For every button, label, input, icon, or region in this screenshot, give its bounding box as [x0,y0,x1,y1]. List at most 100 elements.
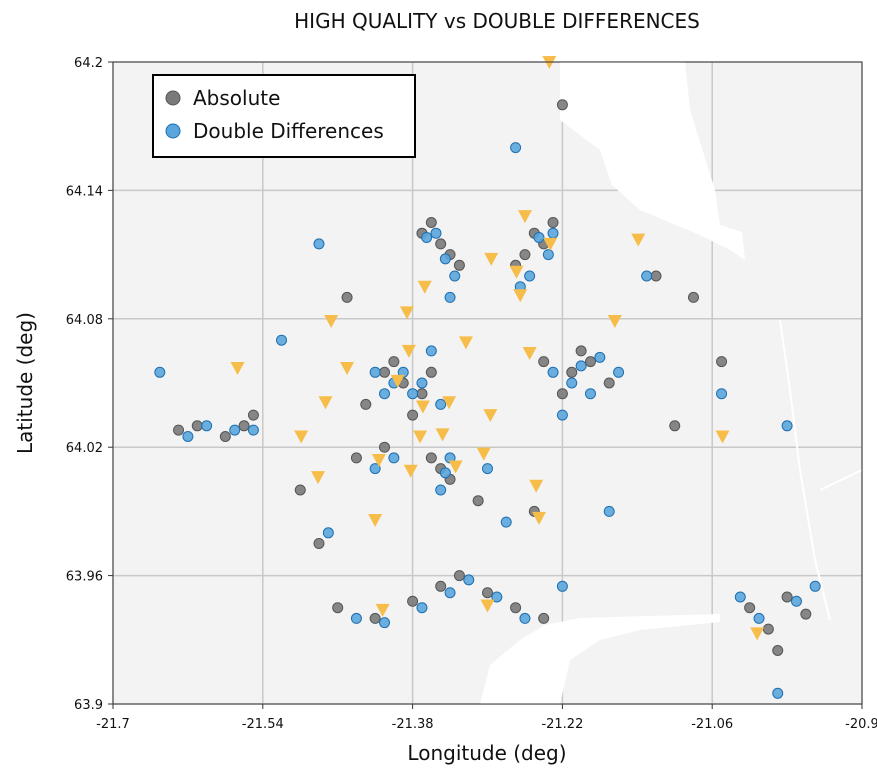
station [401,344,416,358]
point [594,351,606,363]
point [800,608,812,620]
point [350,612,362,624]
point [407,595,419,607]
point [566,377,578,389]
point [322,527,334,539]
point [444,587,456,599]
point [247,409,259,421]
point [182,431,194,442]
point [435,580,447,592]
point [229,424,241,436]
point [219,431,231,442]
y-tick-label: 64.2 [74,56,103,71]
point [781,591,793,603]
point [613,366,625,378]
point [556,409,568,421]
point [453,259,465,271]
station [417,280,432,294]
point [491,591,503,603]
point [510,142,522,154]
station [442,396,457,410]
point [388,356,400,368]
point [449,270,461,282]
coast-land [480,614,720,704]
point [566,366,578,378]
point [575,360,587,372]
plot-frame [112,61,863,705]
point [547,366,559,378]
point [421,231,433,243]
point [753,612,765,624]
station [483,409,498,423]
point [762,623,774,635]
legend-label: Double Differences [193,119,384,143]
station [324,314,339,328]
legend-marker [165,123,181,139]
point [313,238,325,250]
x-tick-label: -21.38 [392,717,434,732]
point [407,388,419,400]
station [531,511,546,525]
legend: Absolute Double Differences [152,74,416,158]
point [388,452,400,464]
point [369,463,381,475]
point [669,420,681,432]
point [191,420,203,432]
station [294,430,309,444]
point [556,99,568,111]
point [379,617,391,629]
point [584,356,596,368]
station [375,603,390,617]
point [416,388,428,400]
station [399,306,414,320]
legend-box [152,74,416,158]
point [444,291,456,303]
point [247,424,259,436]
point [716,388,728,400]
point [790,595,802,607]
point [154,366,166,378]
point [524,270,536,282]
station [522,347,537,361]
station [403,464,418,478]
y-tick-label: 64.02 [66,441,103,456]
station [529,479,544,493]
x-tick-label: -21.54 [242,717,284,732]
marks [154,56,821,699]
point [533,231,545,243]
point [772,687,784,699]
point [439,467,451,479]
point [575,345,587,357]
point [556,580,568,592]
chart-title: HIGH QUALITY vs DOUBLE DIFFERENCES [294,9,700,33]
point [744,602,756,614]
station [318,396,333,410]
y-tick-label: 63.9 [74,698,103,713]
station [607,314,622,328]
point [809,580,821,592]
station [448,460,463,474]
point [369,366,381,378]
point [584,388,596,400]
point [453,570,465,582]
point [472,495,484,507]
point [556,388,568,400]
point [425,452,437,464]
y-tick-label: 64.08 [66,313,103,328]
x-tick-label: -20.9 [845,717,877,732]
station [340,362,355,376]
point [313,538,325,549]
point [369,612,381,624]
x-tick-label: -21.22 [541,717,583,732]
station [371,454,386,468]
point [439,253,451,265]
point [463,574,475,586]
station [413,430,428,444]
point [781,420,793,432]
point [238,420,250,432]
point [734,591,746,603]
y-axis-label: Latitude (deg) [13,312,37,454]
point [416,377,428,389]
station [509,265,524,279]
